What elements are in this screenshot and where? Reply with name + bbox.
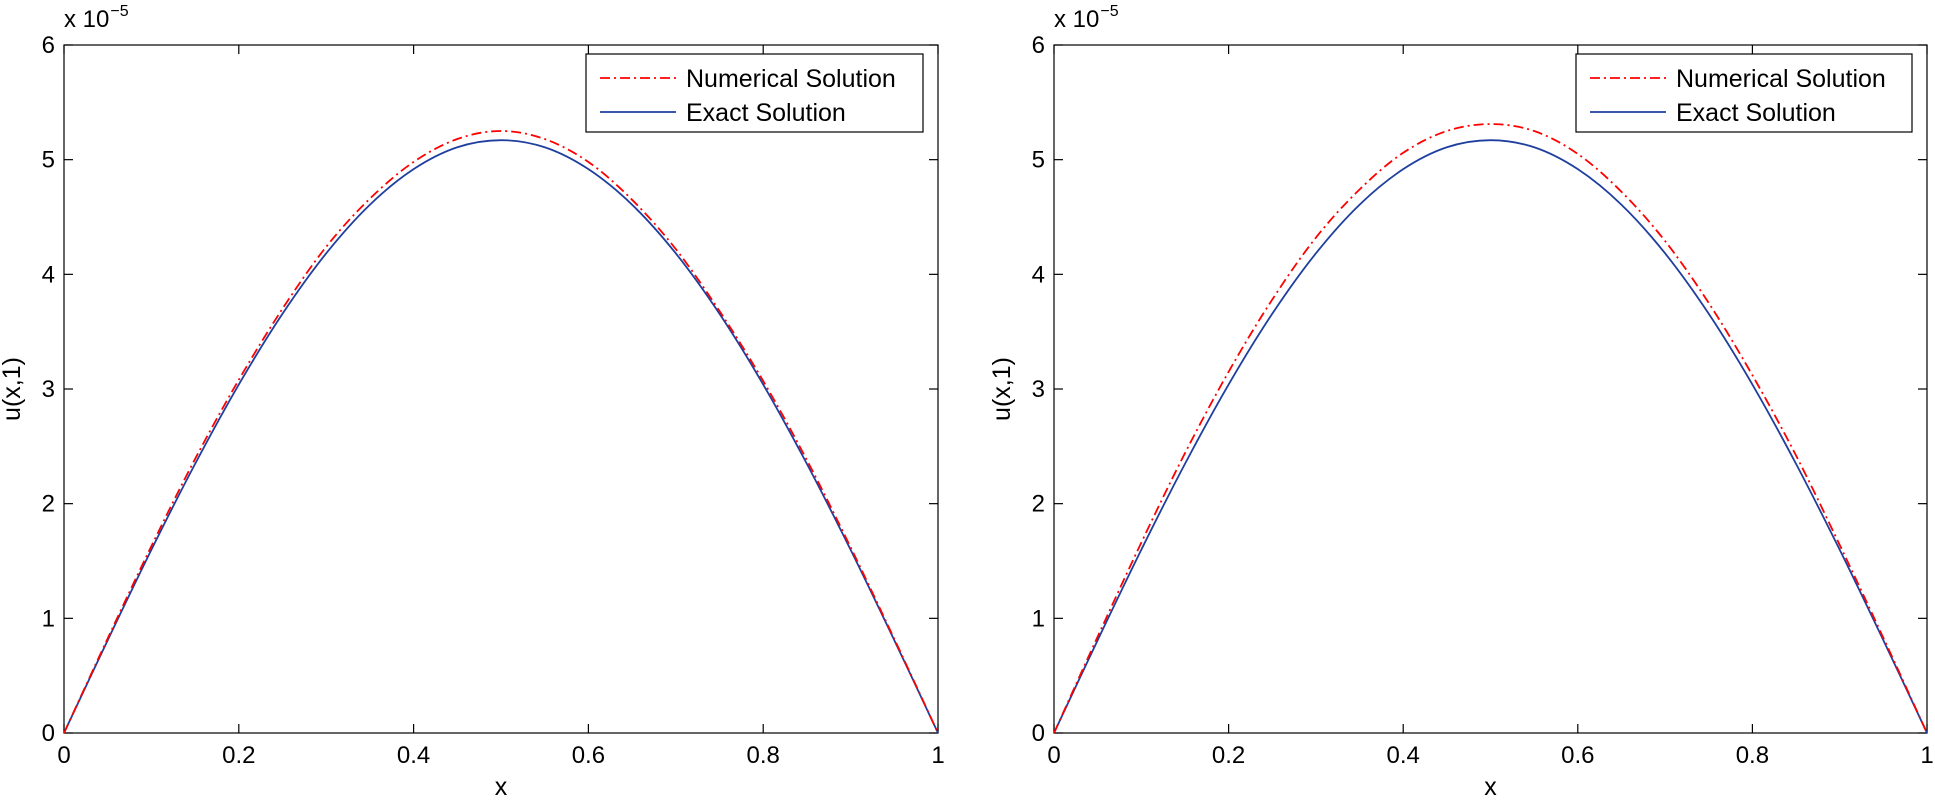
chart-2: 0 0.2 0.4 0.6 0.8 1 0 1 2 3 4 5 6 x 10−5 x u(x,1) Numeri… bbox=[988, 3, 1934, 801]
y-scale-multiplier: x 10−5 bbox=[1054, 3, 1119, 33]
x-tick-label: 0.6 bbox=[1561, 742, 1594, 769]
legend-box bbox=[1575, 53, 1913, 133]
y-axis-label: u(x,1) bbox=[0, 357, 26, 421]
series-line-numerical-solution bbox=[63, 130, 939, 734]
y-tick-label: 4 bbox=[42, 261, 55, 288]
y-tick-label: 0 bbox=[42, 720, 55, 747]
y-tick-label: 3 bbox=[42, 376, 55, 403]
y-tick-label: 2 bbox=[42, 491, 55, 518]
y-tick-label: 6 bbox=[42, 32, 55, 59]
y-axis-label: u(x,1) bbox=[988, 357, 1016, 421]
x-tick-label: 0.4 bbox=[1387, 742, 1420, 769]
x-axis-label: x bbox=[495, 773, 508, 801]
legend-box bbox=[585, 53, 924, 133]
chart-1: 0 0.2 0.4 0.6 0.8 1 0 1 2 3 4 5 6 x 10−5 x u(x,1) Numeri… bbox=[0, 3, 945, 801]
x-tick-label: 0.8 bbox=[747, 742, 780, 769]
y-tick-label: 5 bbox=[1032, 147, 1045, 174]
x-tick-label: 1 bbox=[931, 742, 944, 769]
series-line-exact-solution bbox=[63, 139, 939, 734]
y-scale-multiplier: x 10−5 bbox=[64, 3, 129, 33]
y-tick-label: 5 bbox=[42, 147, 55, 174]
legend-entry-label: Numerical Solution bbox=[686, 65, 896, 93]
y-tick-label: 4 bbox=[1032, 261, 1045, 288]
y-tick-label: 1 bbox=[42, 605, 55, 632]
series-line-numerical-solution bbox=[1053, 123, 1928, 734]
x-tick-label: 0.6 bbox=[572, 742, 605, 769]
x-tick-label: 0.2 bbox=[222, 742, 255, 769]
y-tick-label: 0 bbox=[1032, 720, 1045, 747]
x-axis-label: x bbox=[1484, 773, 1497, 801]
x-tick-label: 0.4 bbox=[397, 742, 430, 769]
legend-entry-label: Numerical Solution bbox=[1676, 65, 1886, 93]
x-tick-label: 1 bbox=[1920, 742, 1933, 769]
x-tick-label: 0.8 bbox=[1736, 742, 1769, 769]
x-tick-label: 0 bbox=[1047, 742, 1060, 769]
y-tick-label: 1 bbox=[1032, 605, 1045, 632]
y-tick-label: 2 bbox=[1032, 491, 1045, 518]
legend: Numerical Solution Exact Solution bbox=[585, 53, 924, 133]
series-line-exact-solution bbox=[1053, 139, 1928, 734]
x-tick-label: 0 bbox=[57, 742, 70, 769]
x-tick-label: 0.2 bbox=[1212, 742, 1245, 769]
y-tick-label: 3 bbox=[1032, 376, 1045, 403]
legend-entry-label: Exact Solution bbox=[686, 99, 846, 127]
legend-entry-label: Exact Solution bbox=[1676, 99, 1836, 127]
legend: Numerical Solution Exact Solution bbox=[1575, 53, 1913, 133]
y-tick-label: 6 bbox=[1032, 32, 1045, 59]
